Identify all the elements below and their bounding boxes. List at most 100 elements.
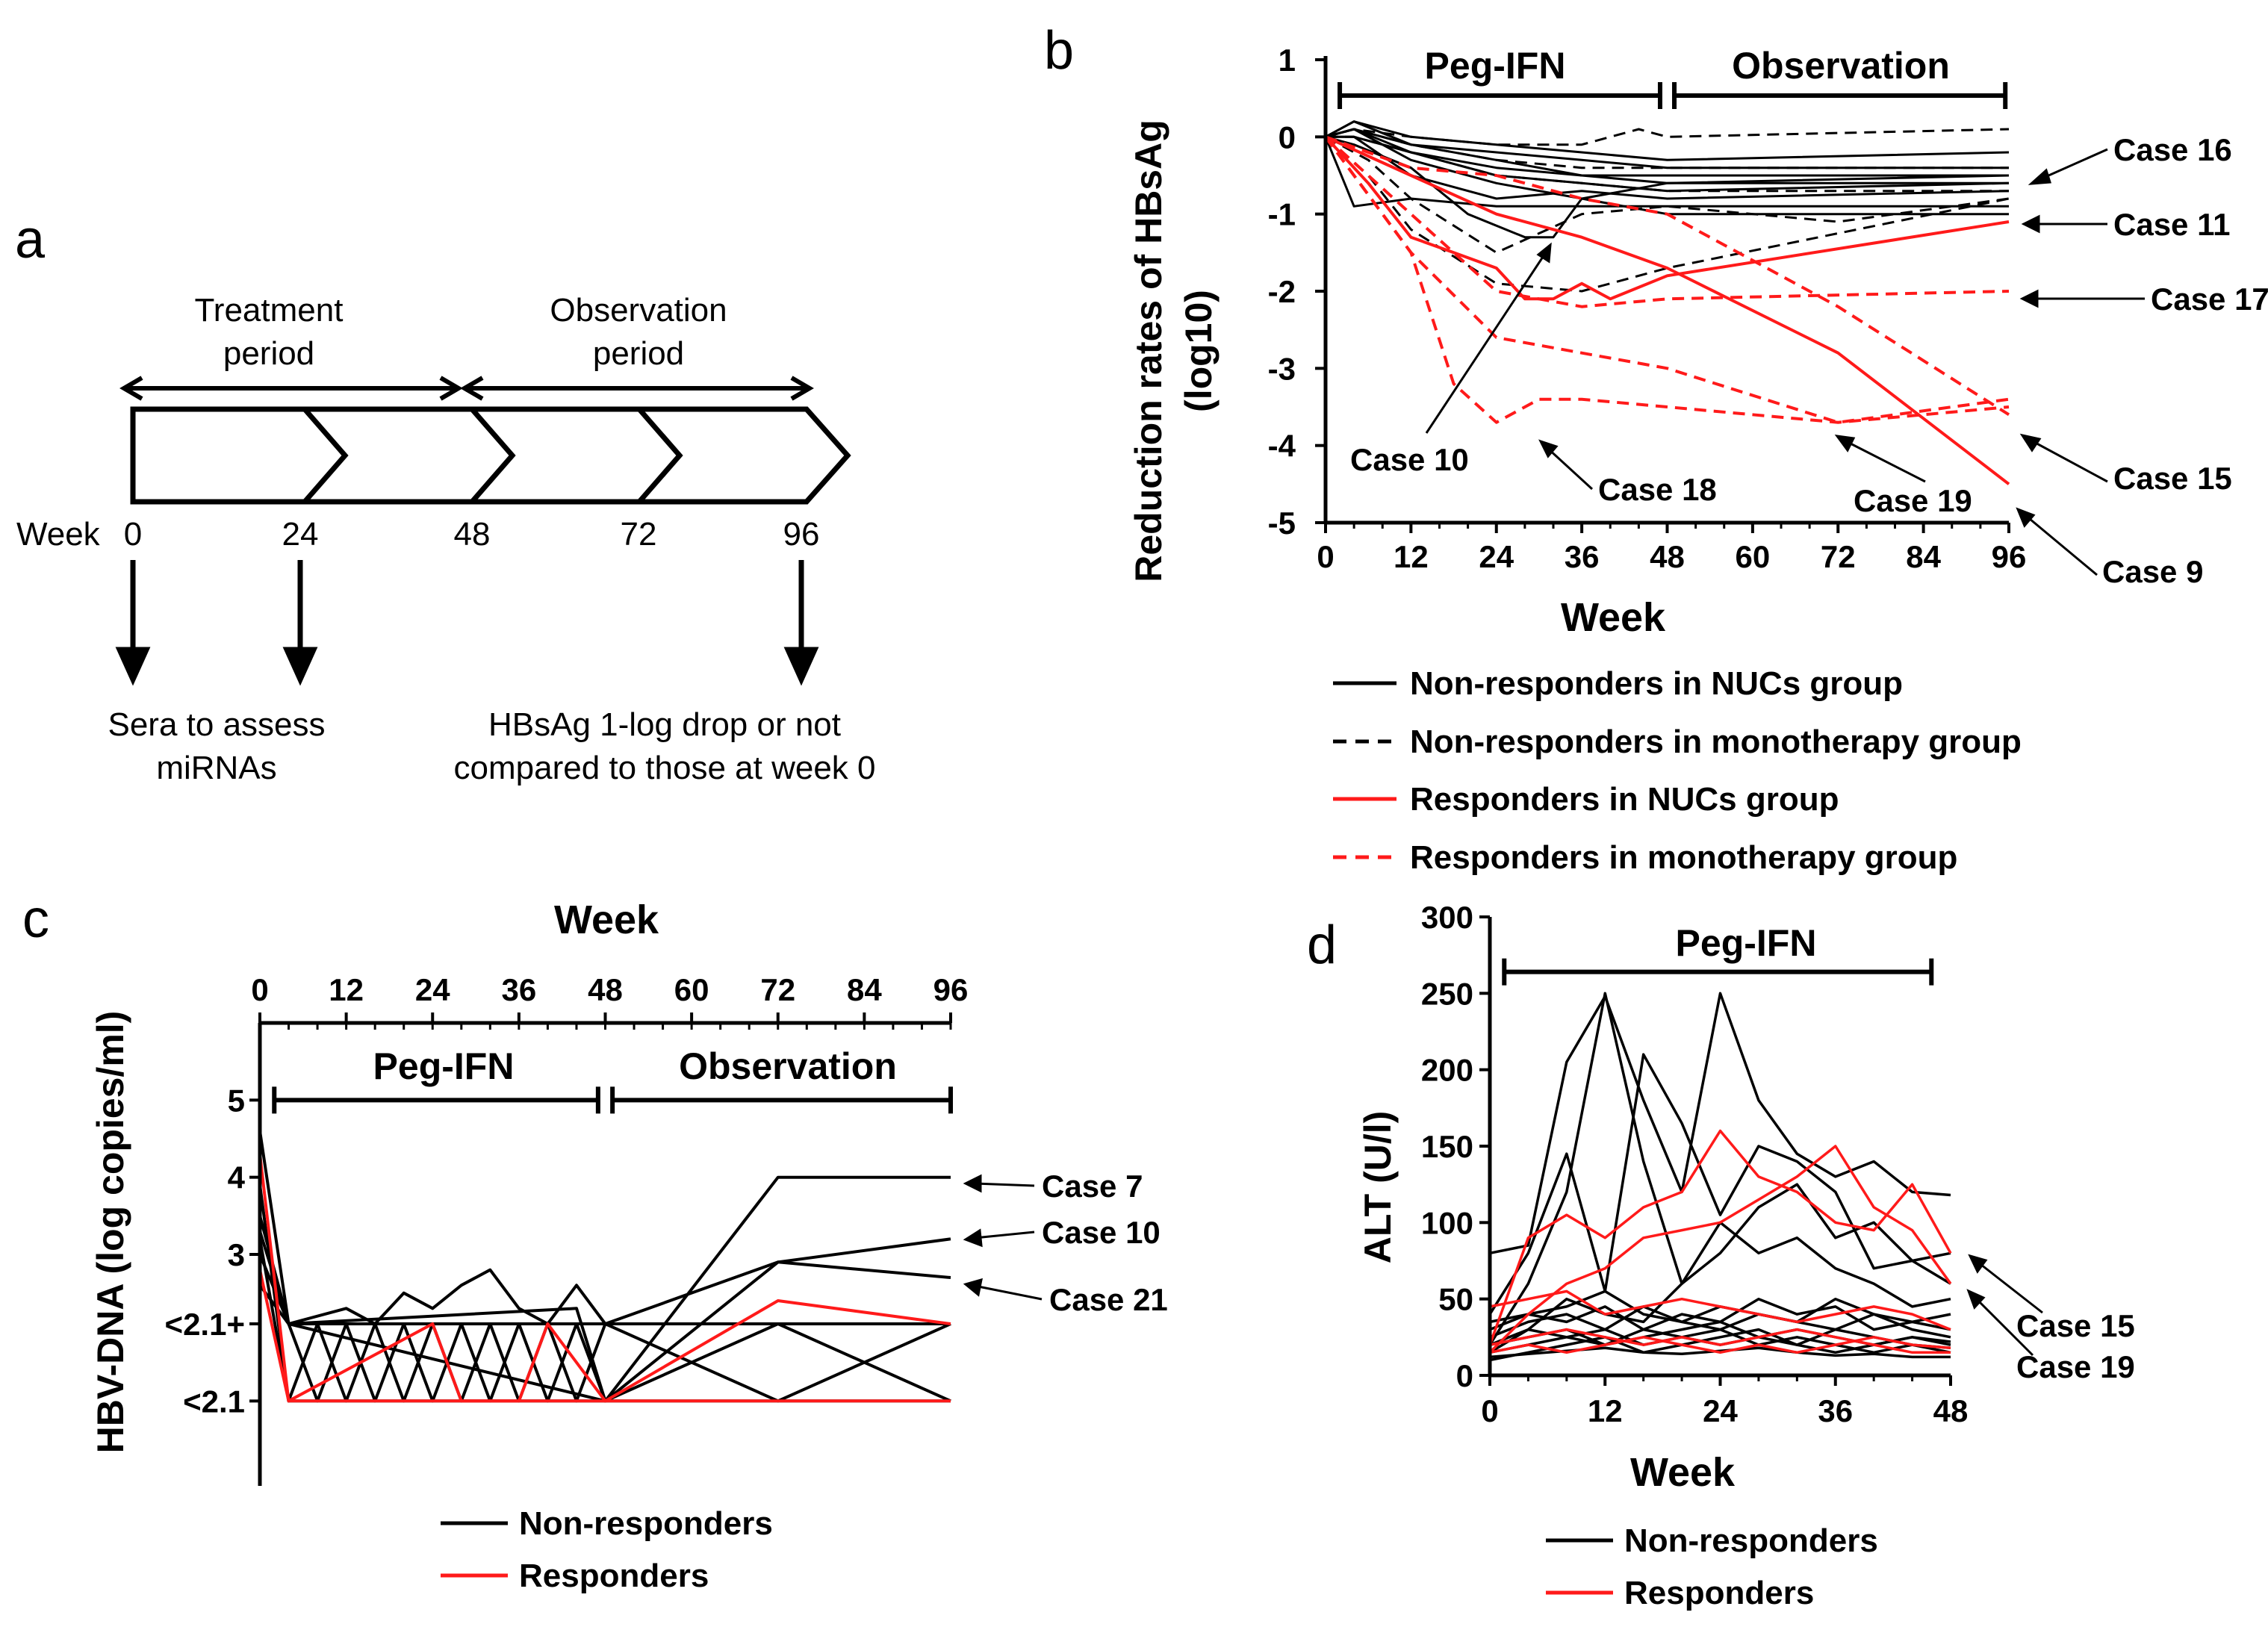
panel-c: c Week 0 12 24 36 48 60 72 84 96 5 4 3 <2.1+ <2.1 HBV… (22, 889, 1168, 1594)
panel-c-ytick-label-2: 3 (228, 1237, 245, 1272)
sera-note-line2: miRNAs (156, 750, 276, 786)
panel-c-case-arrows (963, 1174, 1043, 1301)
panel-b-xtick-label-7: 84 (1906, 539, 1941, 574)
panel-b-axes: 1 0 -1 -2 -3 -4 -5 0 12 24 36 48 60 72 84 96 (1268, 43, 2027, 574)
panel-c-lines (258, 1130, 951, 1403)
panel-d-axes: 0 50 100 150 200 250 300 0 12 24 36 48 (1421, 900, 1968, 1428)
chevron-24 (302, 407, 349, 504)
panel-c-xtick-label-6: 72 (760, 972, 795, 1007)
panel-c-axes: 0 12 24 36 48 60 72 84 96 5 4 3 <2.1+ <2.1 (165, 972, 969, 1486)
panel-a: a Treatment period Observation period We… (15, 210, 876, 786)
panel-b-series-4 (1325, 135, 2009, 239)
week-24-label: 24 (282, 516, 319, 553)
panel-b-ytick-label-3: -2 (1268, 274, 1296, 309)
case-21-arrow (974, 1284, 1043, 1301)
panel-b-legend: Non-responders in NUCs group Non-respond… (1333, 665, 2022, 876)
panel-c-series-5 (258, 1175, 951, 1403)
panel-b-xtick-label-2: 24 (1479, 539, 1514, 574)
panel-c-ytick-label-1: 4 (228, 1160, 246, 1195)
observation-period-label: Observation (550, 292, 727, 329)
panel-b-series-1 (1325, 128, 2010, 200)
panel-c-case-7: Case 7 (1042, 1169, 1143, 1204)
panel-d-xtick-label-2: 24 (1703, 1393, 1738, 1428)
panel-d-case-19: Case 19 (2016, 1349, 2135, 1384)
panel-b-ytick-label-0: 1 (1279, 43, 1296, 78)
case-15-arrow (2031, 439, 2108, 483)
panel-d-xtick-label-0: 0 (1481, 1393, 1498, 1428)
panel-d-series-9 (1489, 1290, 1951, 1331)
panel-d-ytick-label-0: 0 (1456, 1358, 1473, 1393)
panel-d-xlabel: Week (1630, 1450, 1736, 1495)
case-16-arrow (2039, 148, 2108, 181)
panel-c-xtick-label-2: 24 (415, 972, 450, 1007)
panel-c-xtick-label-8: 96 (933, 972, 969, 1007)
panel-d-series-12 (1488, 1129, 1952, 1346)
week-96-label: 96 (783, 516, 820, 553)
panel-d-series-0 (1489, 992, 1951, 1255)
case-18-arrow (1546, 447, 1594, 491)
treatment-arrow-right-head (439, 376, 463, 401)
panel-c-xtick-label-1: 12 (329, 972, 364, 1007)
panel-d-series-10 (1489, 1346, 1951, 1359)
panel-b-xtick-label-1: 12 (1394, 539, 1429, 574)
case-19-arrow-d-head (1966, 1289, 1986, 1310)
legend-label-resp-nucs: Responders in NUCs group (1410, 781, 1839, 818)
hbsag-note-line1: HBsAg 1-log drop or not (488, 706, 841, 743)
panel-d-xtick-label-4: 48 (1933, 1393, 1969, 1428)
panel-b-ytick-label-2: -1 (1268, 197, 1296, 232)
panel-b-ytick-label-6: -5 (1268, 505, 1296, 541)
panel-c-series-8 (258, 1269, 951, 1403)
panel-d-series-2 (1488, 992, 1951, 1346)
panel-b-series-15 (1325, 135, 2010, 485)
panel-d-ytick-label-1: 50 (1438, 1282, 1473, 1317)
panel-d-legend: Non-responders Responders (1546, 1522, 1878, 1611)
timeline-outline (130, 406, 851, 505)
panel-b-series-14 (1324, 135, 2010, 301)
panel-d-series-8 (1489, 1328, 1951, 1354)
treatment-period-label: Treatment (195, 292, 344, 329)
legend-label-c-nonresp: Non-responders (519, 1505, 773, 1542)
observation-arrow-right-head (790, 376, 814, 401)
case-7-arrow-head (963, 1174, 982, 1193)
week-48-label: 48 (454, 516, 491, 553)
panel-c-xtick-label-0: 0 (251, 972, 268, 1007)
sera-note-line1: Sera to assess (108, 706, 325, 743)
case-18-arrow-head (1538, 439, 1559, 458)
arrow-week-96-head (783, 647, 819, 686)
panel-b-xlabel: Week (1561, 595, 1666, 640)
panel-d-ylabel: ALT (U/l) (1357, 1111, 1399, 1264)
chevron-48 (470, 407, 516, 504)
panel-b-ytick-label-5: -4 (1268, 429, 1296, 464)
case-15-arrow-head (2019, 433, 2042, 452)
panel-b-series-19 (1325, 135, 2010, 416)
panel-d-series-13 (1488, 1145, 1952, 1354)
panel-d-peg-ifn-label: Peg-IFN (1676, 922, 1817, 964)
panel-c-peg-ifn-label: Peg-IFN (373, 1045, 515, 1087)
legend-label-resp-mono: Responders in monotherapy group (1410, 839, 1957, 876)
panel-c-case-21: Case 21 (1049, 1282, 1168, 1317)
panel-label-b: b (1044, 21, 1074, 81)
panel-b-xtick-label-4: 48 (1650, 539, 1685, 574)
week-axis-label: Week (16, 516, 101, 553)
case-10-arrow-c-head (963, 1228, 983, 1248)
panel-c-case-10: Case 10 (1042, 1215, 1161, 1250)
panel-d-lines (1488, 992, 1952, 1362)
arrow-week-0-head (115, 647, 151, 686)
panel-b-ylabel-line1: Reduction rates of HBsAg (1128, 119, 1169, 582)
case-10-arrow-c (974, 1231, 1035, 1239)
week-72-label: 72 (621, 516, 657, 553)
panel-d-ytick-label-3: 150 (1421, 1129, 1473, 1164)
hbsag-note-line2: compared to those at week 0 (454, 750, 876, 786)
panel-b-ylabel-line2: (log10) (1178, 290, 1220, 412)
sampling-arrows (115, 560, 819, 686)
panel-d-ytick-label-2: 100 (1421, 1205, 1473, 1240)
panel-c-xtick-label-5: 60 (674, 972, 709, 1007)
panel-c-ytick-label-3: <2.1+ (165, 1307, 245, 1342)
panel-b-ytick-label-1: 0 (1279, 119, 1296, 155)
panel-b-series-9 (1325, 128, 2010, 146)
treatment-arrow-left-head (119, 376, 143, 401)
timeline-bar (130, 406, 851, 505)
panel-d-ytick-label-6: 300 (1421, 900, 1473, 935)
panel-d-series-15 (1489, 1328, 1951, 1354)
panel-b-series-0 (1324, 136, 2009, 208)
